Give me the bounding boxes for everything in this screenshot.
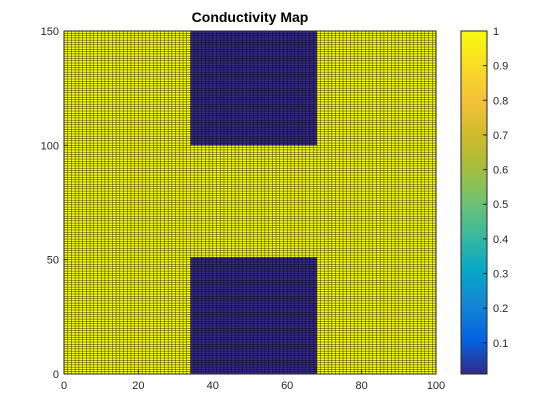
y-tick-label: 150: [41, 26, 59, 38]
colorbar-tick-label: 0.9: [493, 61, 508, 73]
x-tick-label: 80: [355, 380, 367, 392]
colorbar-tick-label: 0.5: [493, 199, 508, 211]
x-tick-label: 60: [281, 380, 293, 392]
colorbar-tick-label: 0.4: [493, 234, 508, 246]
mesh-grid: [64, 31, 436, 374]
colorbar: 0.1 0.2 0.3 0.4 0.5 0.6 0.7 0.8 0.9 1: [461, 26, 508, 374]
y-tick-label: 100: [41, 140, 59, 152]
chart-title: Conductivity Map: [192, 9, 309, 25]
colorbar-tick-label: 0.6: [493, 165, 508, 177]
colorbar-tick-label: 1: [493, 26, 499, 38]
y-tick-label: 50: [47, 255, 59, 267]
x-tick-label: 0: [61, 380, 67, 392]
colorbar-tick-label: 0.1: [493, 338, 508, 350]
colorbar-tick-label: 0.2: [493, 303, 508, 315]
plot-area: [64, 31, 436, 374]
colorbar-tick-label: 0.8: [493, 95, 508, 107]
x-tick-label: 40: [207, 380, 219, 392]
colorbar-tick-label: 0.7: [493, 130, 508, 142]
colorbar-gradient: [461, 31, 487, 374]
colorbar-tick-label: 0.3: [493, 269, 508, 281]
x-tick-label: 20: [132, 380, 144, 392]
y-tick-label: 0: [53, 369, 59, 381]
x-tick-label: 100: [427, 380, 445, 392]
